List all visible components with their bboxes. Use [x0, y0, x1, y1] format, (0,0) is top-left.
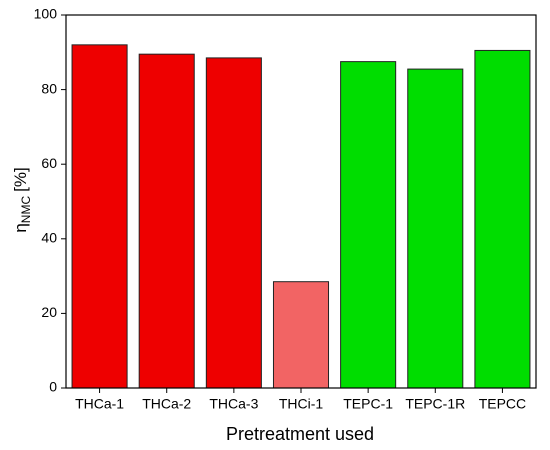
y-tick-label: 100 [34, 6, 58, 22]
y-label-symbol: η [11, 223, 30, 232]
bar [340, 61, 397, 389]
x-axis-label: Pretreatment used [226, 424, 374, 444]
y-label-unit: [%] [11, 167, 30, 192]
bar [272, 281, 330, 389]
x-tick-label: TEPC-1R [405, 396, 465, 412]
y-tick-label: 0 [49, 379, 57, 395]
x-tick-label: THCi-1 [279, 396, 324, 412]
x-tick-label: TEPCC [479, 396, 526, 412]
y-axis-label: ηNMC [%] [11, 167, 33, 232]
bar [71, 44, 128, 389]
plot-frame [65, 14, 537, 389]
x-tick-label: THCa-3 [209, 396, 258, 412]
bar [474, 49, 531, 389]
y-tick-label: 60 [41, 155, 57, 171]
x-tick-label: TEPC-1 [343, 396, 393, 412]
bar [407, 68, 464, 389]
y-tick-label: 40 [41, 230, 57, 246]
x-tick-label: THCa-1 [75, 396, 124, 412]
y-label-subscript: NMC [19, 196, 33, 224]
bar [138, 53, 195, 389]
y-tick-label: 80 [41, 80, 57, 96]
x-tick-label: THCa-2 [142, 396, 191, 412]
y-tick-label: 20 [41, 304, 57, 320]
bar [205, 57, 262, 389]
